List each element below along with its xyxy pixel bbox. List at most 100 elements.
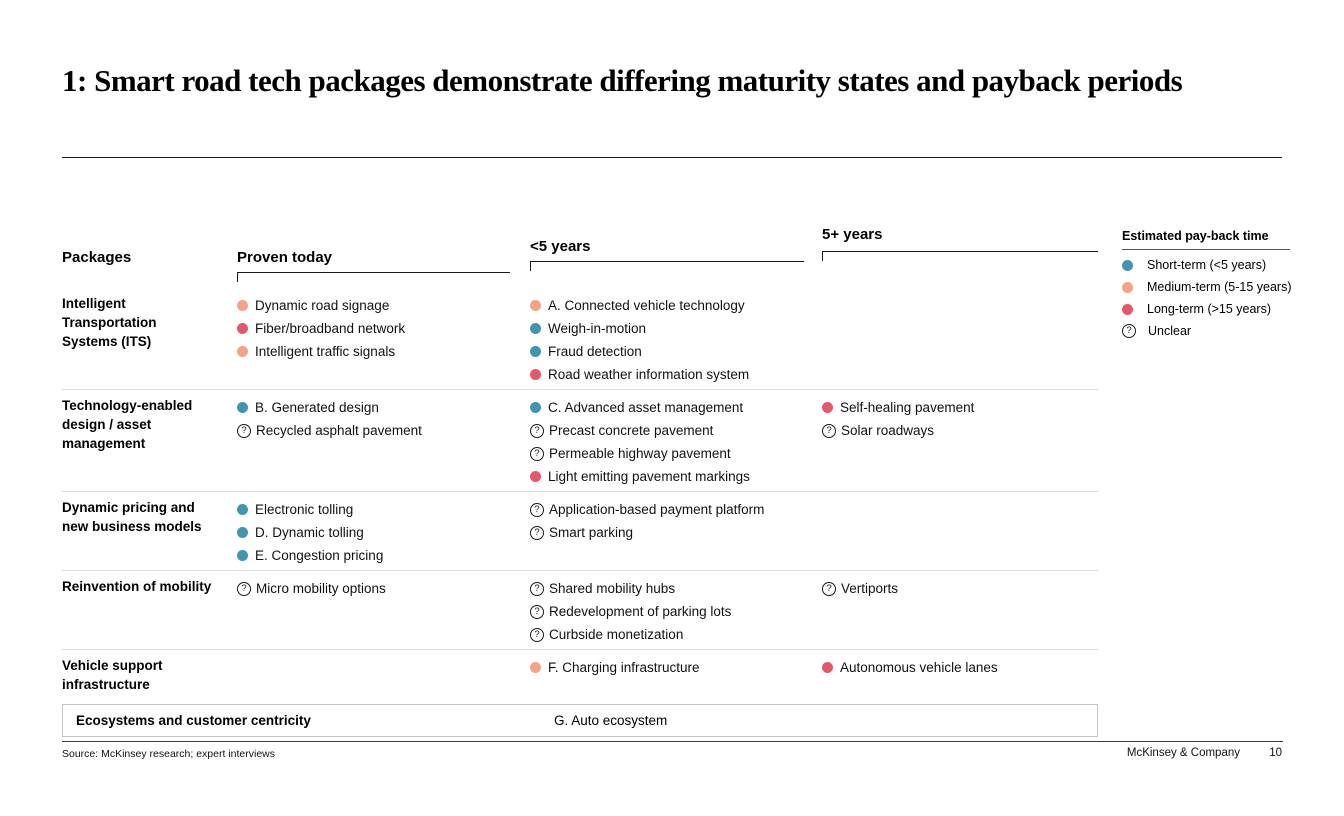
footer-divider [62,741,1283,742]
tech-item-label: Micro mobility options [256,581,386,596]
tech-item: ? Curbside monetization [530,623,812,646]
short-term-dot-icon [530,346,541,357]
tech-item: A. Connected vehicle technology [530,294,812,317]
legend-item: Medium-term (5-15 years) [1122,280,1332,294]
unclear-question-icon: ? [237,423,251,438]
cell-lt5: A. Connected vehicle technology Weigh-in-… [530,294,822,386]
tech-item: Self-healing pavement [822,396,1088,419]
header-bracket-under-5-years [530,261,804,271]
tech-item-label: C. Advanced asset management [548,400,744,415]
unclear-question-icon: ? [822,581,836,596]
long-term-dot-icon [530,369,541,380]
long-term-dot-icon [237,323,248,334]
tech-item: Fiber/broadband network [237,317,520,340]
package-name: Dynamic pricing and new business models [62,500,202,534]
tech-item-label: Fiber/broadband network [255,321,406,336]
unclear-question-icon: ? [530,581,544,596]
tech-item: Road weather information system [530,363,812,386]
cell-gt5 [822,294,1098,386]
short-term-dot-icon [530,323,541,334]
package-name: Reinvention of mobility [62,579,212,594]
tech-item-label: Weigh-in-motion [548,321,647,336]
short-term-dot-icon [237,550,248,561]
payback-legend: Estimated pay-back time Short-term (<5 y… [1122,229,1332,338]
tech-item-label: Recycled asphalt pavement [256,423,422,438]
legend-item: Long-term (>15 years) [1122,302,1332,316]
column-header-under-5-years: <5 years [530,238,591,255]
short-term-dot-icon [237,504,248,515]
cell-lt5: C. Advanced asset management? Precast con… [530,396,822,488]
tech-item: ? Smart parking [530,521,812,544]
tech-item-label: Light emitting pavement markings [548,469,750,484]
cell-gt5: ? Vertiports [822,577,1098,646]
header-bracket-over-5-years [822,251,1098,261]
ecosystem-item-label: G. Auto ecosystem [554,713,668,728]
unclear-question-icon: ? [1122,324,1136,338]
short-term-dot-icon [237,527,248,538]
long-term-dot-icon [530,471,541,482]
tech-item-label: E. Congestion pricing [255,548,384,563]
tech-item: ? Solar roadways [822,419,1088,442]
column-header-proven-today: Proven today [237,249,333,266]
unclear-question-icon: ? [530,627,544,642]
tech-item-label: Vertiports [841,581,899,596]
tech-item-label: Smart parking [549,525,634,540]
tech-item-label: Redevelopment of parking lots [549,604,732,619]
tech-item: ? Precast concrete pavement [530,419,812,442]
unclear-question-icon: ? [530,446,544,461]
title-divider [62,157,1282,158]
unclear-question-icon: ? [237,581,251,596]
cell-proven: ? Micro mobility options [237,577,530,646]
tech-item-label: Intelligent traffic signals [255,344,396,359]
tech-item: D. Dynamic tolling [237,521,520,544]
unclear-question-icon: ? [530,525,544,540]
short-term-dot-icon [530,402,541,413]
tech-item: ? Micro mobility options [237,577,520,600]
tech-item: F. Charging infrastructure [530,656,812,679]
tech-item: Dynamic road signage [237,294,520,317]
tech-item: ? Recycled asphalt pavement [237,419,520,442]
tech-item-label: Solar roadways [841,423,935,438]
unclear-question-icon: ? [530,604,544,619]
tech-item: C. Advanced asset management [530,396,812,419]
tech-item-label: A. Connected vehicle technology [548,298,745,313]
ecosystem-package-name: Ecosystems and customer centricity [76,713,311,728]
tech-item: Weigh-in-motion [530,317,812,340]
tech-item: Intelligent traffic signals [237,340,520,363]
legend-items: Short-term (<5 years) Medium-term (5-15 y… [1122,258,1332,338]
tech-item: ? Vertiports [822,577,1088,600]
legend-item-label: Long-term (>15 years) [1147,302,1272,316]
column-header-packages: Packages [62,249,132,266]
tech-item: E. Congestion pricing [237,544,520,567]
tech-item-label: Electronic tolling [255,502,354,517]
tech-item-label: Curbside monetization [549,627,684,642]
medium-term-dot-icon [530,662,541,673]
tech-item-label: Shared mobility hubs [549,581,676,596]
package-row: Vehicle support infrastructure F. Chargin… [62,650,1098,697]
tech-item: Fraud detection [530,340,812,363]
legend-item: Short-term (<5 years) [1122,258,1332,272]
tech-item-label: B. Generated design [255,400,379,415]
cell-proven [237,656,530,694]
unclear-question-icon: ? [530,423,544,438]
tech-item-label: Precast concrete pavement [549,423,714,438]
package-row: Reinvention of mobility? Micro mobility o… [62,571,1098,650]
short-term-dot-icon [1122,259,1133,271]
ecosystem-row: Ecosystems and customer centricity G. Au… [62,704,1098,737]
long-term-dot-icon [822,662,833,673]
legend-item: ? Unclear [1122,324,1332,338]
package-name: Intelligent Transportation Systems (ITS) [62,296,157,349]
package-name: Technology-enabled design / asset manage… [62,398,193,451]
footer-brand: McKinsey & Company [1126,747,1240,759]
matrix-rows: Intelligent Transportation Systems (ITS)… [62,288,1098,697]
tech-item-label: Fraud detection [548,344,642,359]
package-row: Technology-enabled design / asset manage… [62,390,1098,492]
package-row: Intelligent Transportation Systems (ITS)… [62,288,1098,390]
package-row: Dynamic pricing and new business models E… [62,492,1098,571]
cell-gt5 [822,498,1098,567]
tech-item-label: F. Charging infrastructure [548,660,700,675]
cell-proven: B. Generated design? Recycled asphalt pav… [237,396,530,488]
medium-term-dot-icon [530,300,541,311]
column-header-over-5-years: 5+ years [822,226,883,243]
cell-proven: Electronic tolling D. Dynamic tolling E. C… [237,498,530,567]
